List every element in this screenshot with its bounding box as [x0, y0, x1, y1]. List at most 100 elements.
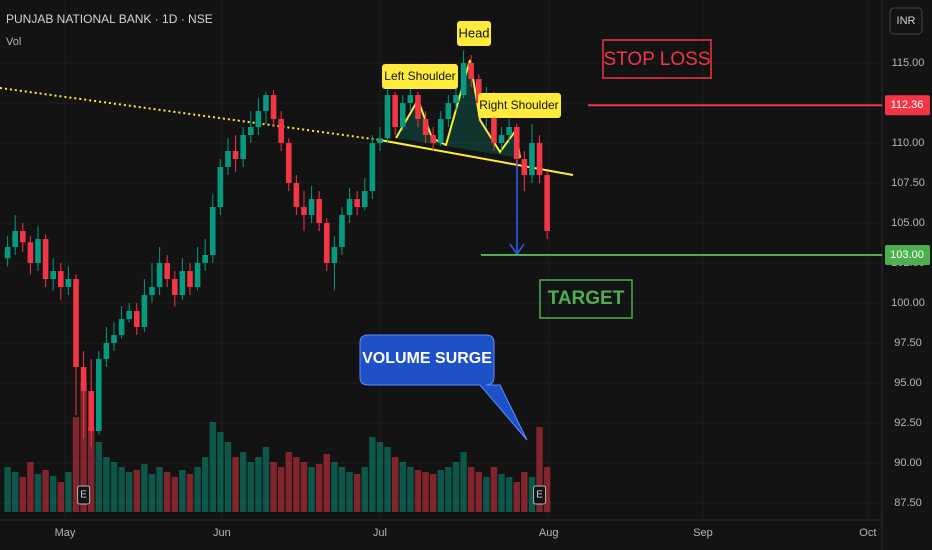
volume-bar: [437, 470, 444, 512]
volume-bar: [505, 477, 513, 512]
currency[interactable]: INR: [897, 15, 916, 27]
volume-bar: [194, 467, 201, 512]
y-tick-label: 100.00: [891, 297, 925, 309]
trend-line: [0, 87, 381, 141]
volume-bar: [232, 457, 239, 512]
candle-body: [506, 127, 512, 136]
candle-body: [255, 111, 262, 128]
volume-bar: [285, 452, 292, 512]
volume-bar: [95, 442, 102, 512]
candle-body: [118, 319, 125, 336]
volume-bar: [391, 457, 399, 512]
volume-bar: [452, 462, 460, 512]
volume-bar: [361, 467, 368, 512]
head-label: Head: [458, 25, 489, 40]
candle-body: [331, 247, 338, 264]
volume-bar: [521, 472, 528, 512]
candle-body: [308, 199, 315, 216]
volume-bar: [255, 457, 262, 512]
head-box: [457, 21, 491, 46]
y-tick-label: 107.50: [891, 177, 925, 189]
candle-body: [422, 119, 429, 136]
target-arrow-head: [509, 243, 525, 256]
volume-bar: [110, 462, 118, 512]
volume-bar: [483, 477, 490, 512]
volume-bar: [399, 462, 406, 512]
x-tick-label: Jun: [213, 527, 231, 539]
candle-body: [278, 119, 284, 144]
volume-bar: [27, 462, 34, 512]
candle-body: [415, 95, 421, 120]
level-price-box: [885, 95, 930, 116]
volume-bar: [125, 472, 133, 512]
candle-body: [225, 151, 231, 168]
candle-body: [73, 279, 79, 368]
candle-body: [164, 263, 170, 280]
currency-box[interactable]: [889, 7, 923, 35]
volume-bar: [414, 470, 422, 512]
volume-bar: [277, 467, 285, 512]
candle-body: [126, 311, 132, 320]
volume-bar: [186, 474, 194, 512]
volume-bar: [72, 417, 80, 512]
candle-body: [149, 287, 155, 296]
candle-body: [133, 311, 140, 328]
stop-loss-label: STOP LOSS: [603, 49, 710, 70]
candle-body: [247, 127, 254, 136]
x-tick-label: Sep: [693, 527, 713, 539]
y-tick-label: 115.00: [892, 57, 925, 69]
overlay: 87.5090.0092.5095.0097.50100.00102.50105…: [55, 57, 930, 539]
volume-bar: [156, 467, 163, 512]
volume-bar: [34, 474, 42, 512]
candle-body: [536, 143, 543, 176]
y-tick-label: 90.00: [894, 457, 922, 469]
y-tick-label: 97.50: [894, 337, 922, 349]
candle-body: [361, 191, 368, 208]
volume-bar: [133, 470, 140, 512]
candle-body: [240, 135, 246, 160]
candle-body: [42, 239, 49, 280]
volume-bar: [65, 472, 72, 512]
event-label: E: [536, 490, 543, 501]
y-tick-label: 110.00: [892, 137, 925, 149]
volume-label: Vol: [6, 36, 21, 48]
level-price-label: 103.00: [890, 249, 924, 261]
volume-bar: [19, 477, 26, 512]
volume-bar: [87, 427, 95, 512]
volume-bar: [315, 464, 323, 512]
volume-bar: [224, 442, 232, 512]
volume-bar: [475, 472, 482, 512]
volume-surge-callout: [359, 334, 528, 441]
candle-body: [194, 263, 201, 288]
candle-body: [95, 359, 102, 432]
pattern-outline: [395, 59, 521, 159]
volume-bar: [422, 472, 429, 512]
y-tick-label: 87.50: [894, 497, 922, 509]
volume-bar: [384, 447, 391, 512]
candle-body: [57, 271, 64, 288]
volume-bar: [141, 464, 148, 512]
candle-body: [453, 95, 459, 104]
volume-bar: [118, 467, 125, 512]
candle-body: [19, 231, 26, 243]
left-shoulder-label: Left Shoulder: [384, 69, 455, 83]
volume-bar: [513, 482, 520, 512]
candle-body: [529, 143, 535, 176]
volume-bar: [407, 467, 414, 512]
candle-body: [437, 119, 444, 144]
volume-bar: [353, 474, 361, 512]
left-shoulder-box: [382, 64, 458, 89]
candle-body: [202, 255, 208, 264]
level-price-box: [885, 245, 930, 266]
volume-bar: [536, 427, 543, 512]
volume-bar: [201, 457, 209, 512]
volume-bar: [217, 432, 224, 512]
chart-title: PUNJAB NATIONAL BANK · 1D · NSE: [6, 12, 213, 26]
volume-bar: [80, 382, 87, 512]
volume-bar: [369, 437, 376, 512]
volume-bar: [247, 462, 254, 512]
level-price-label: 112.36: [891, 99, 924, 111]
candle-body: [293, 183, 300, 208]
event-label: E: [80, 490, 87, 501]
volume-bar: [49, 476, 57, 512]
